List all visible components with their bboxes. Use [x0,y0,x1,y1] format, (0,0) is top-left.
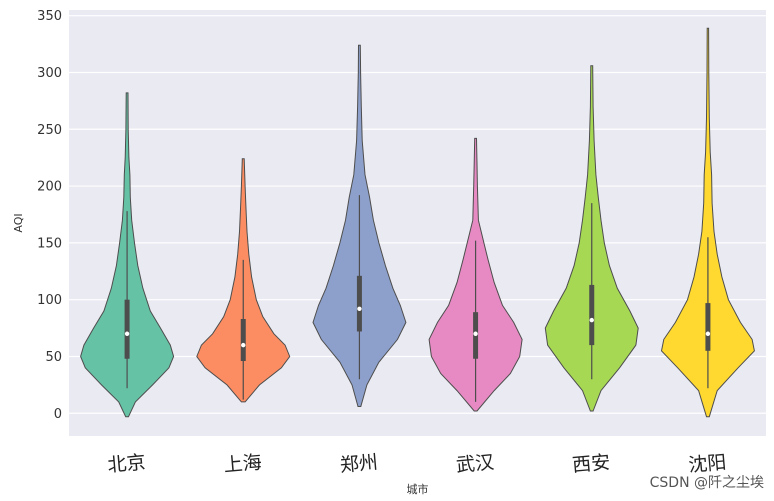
median-marker [705,331,711,336]
x-tick-label: 西安 [571,451,611,476]
y-tick-label: 250 [37,123,62,138]
x-tick-label: 武汉 [455,451,495,476]
x-tick-label: 北京 [107,451,147,476]
x-tick-label: 郑州 [339,451,379,476]
y-tick-label: 100 [37,293,62,308]
y-axis-label: AQI [12,213,25,232]
iqr-box [240,318,246,362]
median-marker [357,306,362,311]
x-tick-label: 上海 [223,451,263,476]
median-marker [241,342,246,348]
gridlines [69,15,766,414]
iqr-box [124,299,130,359]
x-axis-label: 城市 [407,482,429,496]
y-tick-label: 150 [37,236,62,251]
plot-background [69,10,766,436]
iqr-box [356,275,362,332]
iqr-box [705,303,711,351]
median-marker [589,317,594,323]
y-tick-label: 300 [37,66,62,81]
median-marker [124,331,130,336]
violins [80,27,755,418]
watermark-text: CSDN @阡之尘埃 [650,475,764,491]
y-tick-labels: 0 50 100 150 200 250 300 350 [37,9,62,422]
violin-body [660,27,755,418]
y-tick-label: 0 [54,407,62,422]
iqr-box [589,284,595,346]
x-tick-labels: 北京 上海 郑州 武汉 西安 沈阳 [107,451,728,476]
x-tick-label: 沈阳 [687,451,727,476]
y-tick-label: 50 [45,350,62,365]
y-tick-label: 350 [37,9,62,24]
median-marker [473,331,478,336]
y-tick-label: 200 [37,180,62,195]
